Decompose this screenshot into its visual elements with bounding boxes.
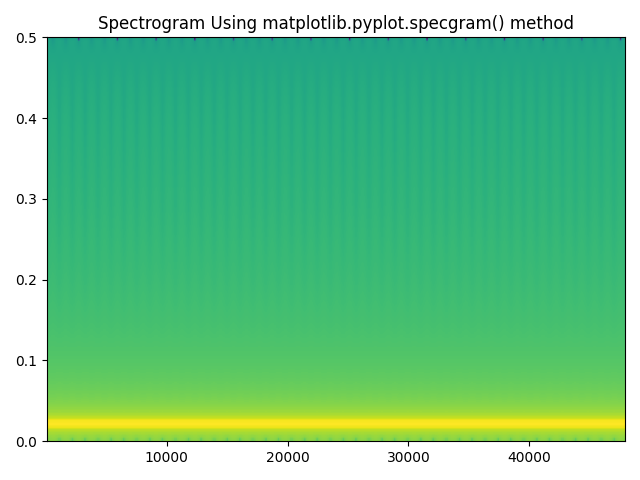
Title: Spectrogram Using matplotlib.pyplot.specgram() method: Spectrogram Using matplotlib.pyplot.spec… [98, 15, 574, 33]
